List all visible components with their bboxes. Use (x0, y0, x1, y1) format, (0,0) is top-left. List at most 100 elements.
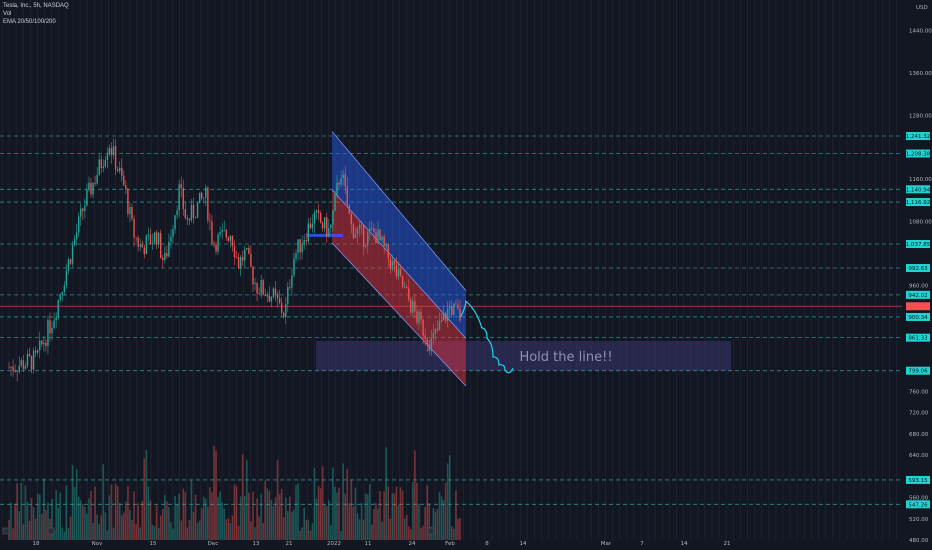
volume-bar (246, 460, 248, 540)
volume-bar (303, 507, 305, 540)
volume-bar (379, 490, 381, 540)
candle-body (280, 302, 283, 313)
candle-body (293, 258, 295, 276)
volume-bar (88, 498, 90, 540)
volume-bar (348, 503, 351, 540)
channel-boundary-line (331, 242, 467, 387)
candle-body (153, 232, 156, 243)
volume-bar (313, 468, 316, 540)
volume-bar (444, 482, 447, 540)
candle-body (34, 350, 37, 353)
volume-bar (256, 498, 258, 540)
target-zone[interactable] (316, 341, 731, 371)
candle-body (315, 210, 318, 213)
volume-bar (221, 502, 223, 540)
price-level-tag-label: 1,208.38 (906, 152, 931, 158)
ema-indicator-label[interactable]: EMA 20/50/100/200 (3, 19, 56, 25)
candle-body (205, 187, 207, 198)
volume-bar (356, 513, 359, 540)
volume-bar (123, 512, 125, 540)
event-marker-icon[interactable] (427, 527, 435, 535)
candle-body (94, 182, 96, 184)
volume-bar (219, 491, 221, 540)
candle-body (24, 365, 27, 369)
candle-body (227, 237, 230, 241)
volume-bar (315, 498, 318, 540)
candle-body (32, 350, 35, 370)
price-level-tag (906, 198, 930, 207)
volume-bar (233, 484, 236, 540)
volume-indicator-label[interactable]: Vol (3, 11, 12, 17)
volume-bar (412, 481, 414, 540)
candle-body (291, 275, 293, 288)
volume-bar (170, 521, 172, 540)
projection-path[interactable] (460, 299, 514, 374)
volume-bar (272, 506, 275, 540)
time-axis-label: Mar (601, 541, 612, 547)
volume-bar (375, 502, 377, 540)
volume-bar (155, 505, 158, 540)
candle-body (311, 223, 314, 229)
candle-body (41, 340, 43, 345)
volume-bar (41, 514, 43, 540)
candle-body (375, 231, 377, 244)
candle-body (321, 222, 324, 229)
volume-bar (77, 496, 80, 540)
candle-body (213, 243, 215, 245)
candle-body (283, 312, 285, 318)
price-level-tag (906, 185, 930, 194)
candle-body (207, 187, 209, 221)
candle-body (385, 243, 387, 247)
candle-body (47, 320, 49, 346)
candle-body (278, 298, 281, 303)
volume-bar (299, 530, 301, 540)
price-level-tag (906, 239, 930, 248)
volume-bar (112, 527, 115, 540)
candle-body (147, 234, 150, 236)
volume-bar (274, 497, 277, 540)
volume-bar (366, 494, 369, 540)
volume-bar (100, 515, 103, 540)
candle-body (114, 146, 117, 170)
candle-body (160, 232, 162, 258)
volume-bar (96, 514, 98, 540)
event-marker-icon[interactable] (47, 527, 55, 535)
price-level-tag-label: 992.63 (908, 266, 928, 272)
candle-body (129, 207, 131, 214)
candle-body (172, 229, 174, 237)
volume-bar (69, 516, 72, 540)
volume-bar (270, 499, 273, 540)
candle-body (166, 253, 168, 257)
price-level-tag-label: 593.15 (908, 478, 928, 484)
volume-bar (143, 458, 146, 540)
volume-bar (252, 491, 254, 540)
candle-body (449, 306, 451, 309)
candle-body (418, 311, 420, 323)
candle-body (362, 224, 365, 247)
volume-bar (362, 519, 365, 540)
volume-bar (284, 497, 287, 540)
time-axis-label: 2022 (327, 541, 341, 547)
candle-body (143, 247, 145, 255)
volume-bar (92, 522, 94, 540)
volume-bar (395, 486, 398, 540)
volume-bar (282, 517, 285, 540)
candle-body (10, 366, 12, 368)
grid-lines (1, 0, 898, 540)
candle-body (178, 184, 180, 211)
channel-lower-band[interactable] (332, 189, 466, 387)
candle-body (73, 239, 76, 246)
volume-bar (79, 500, 82, 540)
candle-body (242, 256, 244, 261)
volume-bar (84, 506, 86, 540)
volume-bar (309, 530, 312, 540)
candle-body (352, 224, 355, 238)
price-axis-tick: 480.00 (909, 538, 929, 544)
event-marker-icon[interactable] (2, 527, 10, 535)
candle-body (332, 210, 334, 225)
channel-upper-band[interactable] (332, 131, 466, 339)
volume-bar (291, 511, 293, 540)
volume-bar (36, 493, 39, 540)
candle-body (26, 353, 29, 366)
